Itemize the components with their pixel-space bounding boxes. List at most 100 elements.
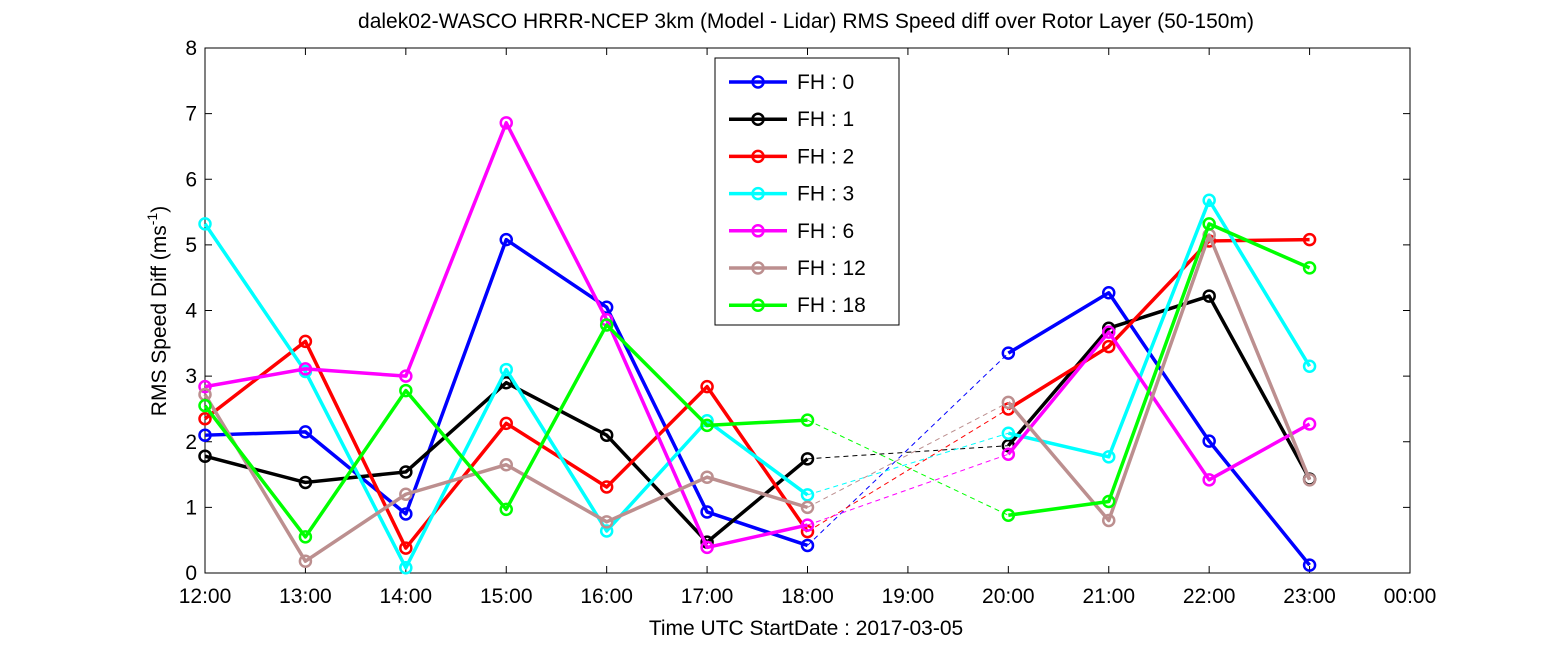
legend-swatch-marker bbox=[751, 224, 765, 238]
plot-area: 12:00 13:00 14:00 15:00 16:00 17:00 18:00 19:00… bbox=[179, 37, 1437, 608]
legend-item-fh-6: FH : 6 bbox=[729, 220, 854, 243]
data-point bbox=[399, 465, 413, 479]
series-fh-12 bbox=[198, 228, 1317, 568]
data-point bbox=[399, 541, 413, 555]
series-line-fh-6 bbox=[1006, 330, 1311, 482]
y-tick-label: 2 bbox=[185, 431, 197, 454]
y-tick-label: 4 bbox=[185, 300, 197, 323]
series-fh-18 bbox=[198, 217, 1317, 544]
legend-swatch-marker bbox=[751, 75, 765, 89]
legend-swatch-marker bbox=[751, 298, 765, 312]
data-point bbox=[198, 412, 212, 426]
data-point bbox=[1302, 232, 1317, 247]
data-point bbox=[800, 518, 815, 532]
data-point bbox=[1302, 417, 1317, 431]
data-point bbox=[499, 457, 513, 472]
data-point bbox=[700, 505, 714, 519]
data-point bbox=[1302, 473, 1317, 487]
legend-label: FH : 1 bbox=[797, 108, 854, 131]
data-point bbox=[298, 475, 313, 490]
data-point bbox=[399, 507, 413, 521]
data-point bbox=[700, 418, 714, 433]
x-tick-label: 00:00 bbox=[1384, 585, 1437, 608]
data-point bbox=[700, 470, 714, 484]
series-gap-fh-12 bbox=[807, 401, 1009, 508]
legend-label: FH : 12 bbox=[797, 257, 866, 280]
legend-item-fh-1: FH : 1 bbox=[729, 108, 854, 131]
data-point bbox=[198, 217, 212, 231]
series-line-fh-18 bbox=[1008, 222, 1311, 517]
data-point bbox=[800, 452, 815, 466]
data-point bbox=[298, 362, 313, 376]
y-tick-label: 3 bbox=[185, 365, 197, 388]
data-point bbox=[1102, 450, 1116, 464]
x-axis-label: Time UTC StartDate : 2017-03-05 bbox=[649, 617, 963, 640]
data-point bbox=[298, 334, 313, 349]
x-tick-label: 15:00 bbox=[480, 585, 533, 608]
data-point bbox=[599, 515, 614, 529]
y-tick-label: 1 bbox=[185, 496, 197, 519]
legend-item-fh-2: FH : 2 bbox=[729, 145, 854, 168]
data-point bbox=[1102, 494, 1116, 509]
y-axis-label: RMS Speed Diff (ms-1) bbox=[144, 206, 171, 416]
x-tick-label: 23:00 bbox=[1283, 585, 1336, 608]
data-point bbox=[599, 318, 614, 332]
series-lines bbox=[198, 116, 1317, 575]
data-point bbox=[399, 383, 413, 398]
data-point bbox=[1202, 473, 1216, 487]
y-tick-label: 5 bbox=[185, 234, 197, 257]
data-point bbox=[298, 530, 313, 544]
legend-label: FH : 3 bbox=[797, 183, 854, 206]
legend-swatch-marker bbox=[751, 261, 765, 275]
x-tick-label: 13:00 bbox=[279, 585, 332, 608]
data-point bbox=[1202, 434, 1216, 448]
y-tick-label: 8 bbox=[185, 37, 197, 60]
series-line-fh-6 bbox=[204, 121, 808, 550]
series-gap-fh-0 bbox=[807, 352, 1009, 546]
data-point bbox=[800, 538, 815, 553]
data-point bbox=[800, 488, 815, 502]
data-point bbox=[1102, 513, 1116, 528]
data-point bbox=[800, 413, 815, 427]
legend-label: FH : 6 bbox=[797, 220, 854, 243]
x-tick-label: 14:00 bbox=[380, 585, 433, 608]
series-gap-fh-3 bbox=[807, 432, 1009, 496]
series-line-fh-2 bbox=[1007, 237, 1310, 411]
data-point bbox=[298, 425, 313, 439]
gap-connectors bbox=[807, 352, 1009, 546]
data-point bbox=[399, 487, 413, 501]
data-point bbox=[499, 362, 513, 377]
x-axis: 12:00 13:00 14:00 15:00 16:00 17:00 18:00 19:00… bbox=[179, 48, 1437, 608]
data-point bbox=[1102, 286, 1116, 300]
data-point bbox=[198, 449, 212, 463]
data-point bbox=[1302, 359, 1317, 374]
data-point bbox=[1202, 217, 1216, 231]
y-tick-label: 7 bbox=[185, 103, 197, 126]
x-tick-label: 12:00 bbox=[179, 585, 232, 608]
data-point bbox=[198, 379, 212, 394]
data-point bbox=[499, 232, 513, 247]
data-point bbox=[800, 500, 815, 515]
series-line-fh-12 bbox=[203, 393, 809, 563]
y-axis: 0 1 2 3 4 5 6 7 8 bbox=[185, 37, 1410, 585]
data-point bbox=[1001, 426, 1016, 440]
x-tick-label: 18:00 bbox=[781, 585, 834, 608]
legend-swatch-marker bbox=[751, 186, 765, 201]
legend-item-fh-0: FH : 0 bbox=[729, 71, 854, 94]
y-axis-label-sup: -1 bbox=[144, 213, 160, 226]
data-point bbox=[700, 540, 714, 555]
data-point bbox=[1302, 558, 1317, 572]
legend-box bbox=[714, 57, 900, 326]
data-point bbox=[599, 428, 614, 442]
data-point bbox=[298, 554, 313, 568]
legend: FH : 0 FH : 1 FH : 2 FH : 3 FH : 6 FH : 12 FH … bbox=[714, 57, 900, 326]
data-point bbox=[1202, 193, 1216, 207]
data-point bbox=[1102, 325, 1116, 339]
y-tick-label: 0 bbox=[185, 562, 197, 585]
x-tick-label: 20:00 bbox=[982, 585, 1035, 608]
legend-label: FH : 2 bbox=[797, 145, 854, 168]
legend-label: FH : 0 bbox=[797, 71, 854, 94]
series-line-fh-18 bbox=[203, 323, 808, 539]
series-line-fh-12 bbox=[1006, 233, 1312, 523]
data-point bbox=[399, 561, 413, 575]
